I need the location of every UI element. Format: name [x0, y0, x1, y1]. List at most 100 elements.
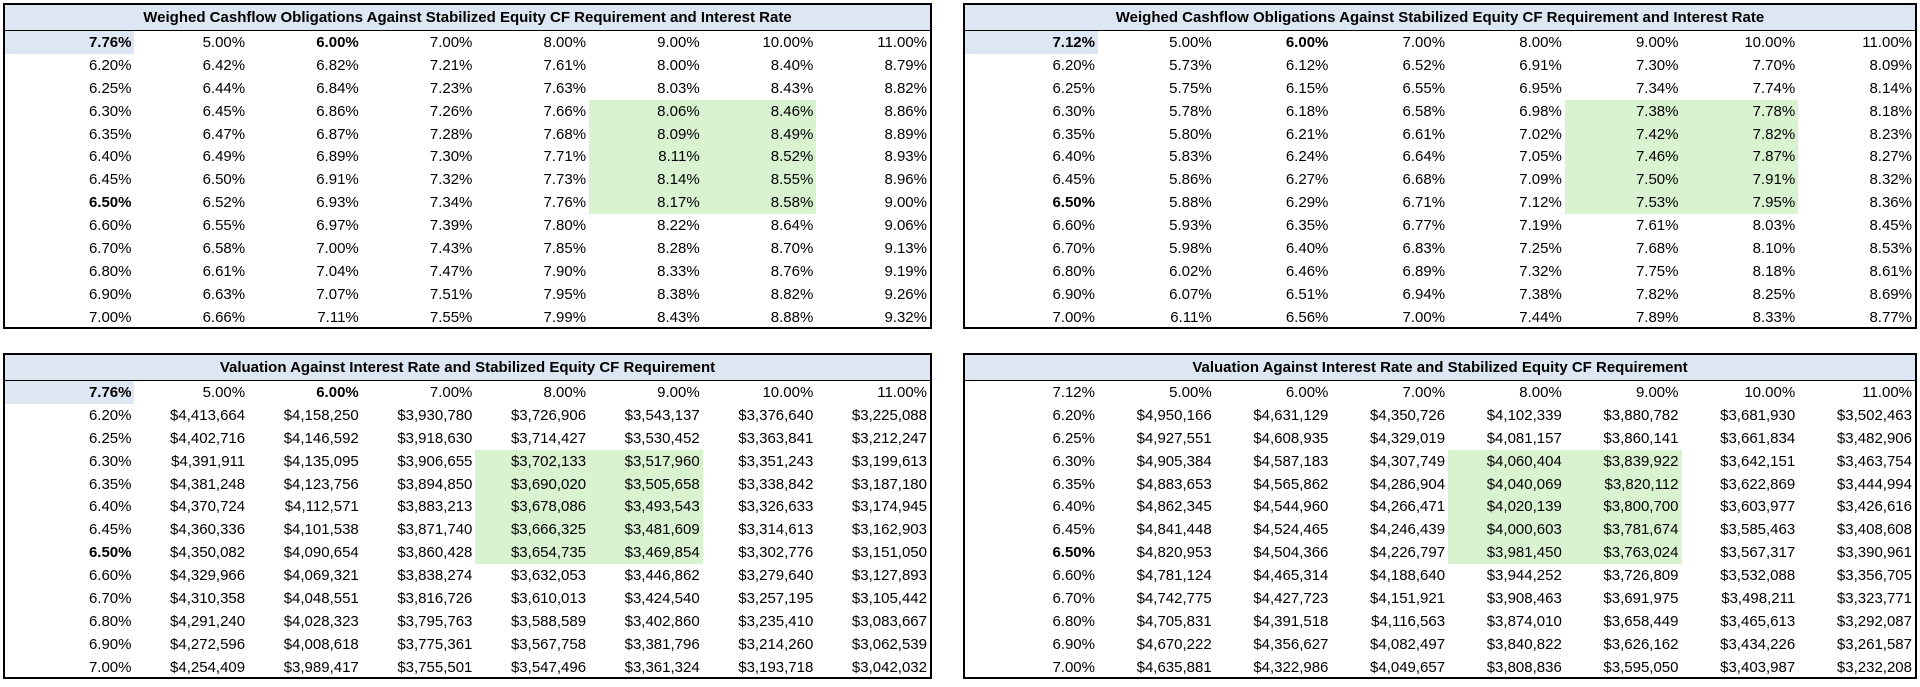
table-cell[interactable]: $3,381,796 [624, 635, 700, 653]
table-cell[interactable]: $3,666,325 [475, 518, 590, 542]
table-cell[interactable]: 7.23% [429, 79, 473, 97]
table-cell[interactable]: 7.32% [1519, 262, 1562, 280]
table-cell[interactable]: $3,547,496 [510, 658, 587, 676]
table-cell[interactable]: $3,187,180 [851, 475, 927, 493]
table-cell[interactable]: $3,105,442 [851, 589, 927, 607]
table-cell[interactable]: $3,502,463 [1836, 406, 1912, 424]
table-cell[interactable]: $3,800,700 [1564, 495, 1682, 519]
table-cell[interactable]: 8.49% [702, 122, 817, 146]
table-cell[interactable]: $3,726,809 [1603, 567, 1679, 585]
table-cell[interactable]: $3,871,740 [397, 521, 473, 539]
corner-value[interactable]: 7.76% [5, 31, 135, 54]
table-cell[interactable]: 8.22% [657, 217, 700, 235]
table-cell[interactable]: $3,469,854 [589, 541, 703, 565]
table-cell[interactable]: $3,530,452 [624, 429, 700, 447]
row-header[interactable]: 6.80% [88, 262, 132, 280]
table-cell[interactable]: $4,272,596 [170, 635, 246, 653]
column-header[interactable]: 5.00% [202, 383, 246, 401]
table-cell[interactable]: $3,603,977 [1720, 498, 1796, 516]
table-cell[interactable]: 6.89% [1402, 262, 1446, 280]
table-cell[interactable]: $4,040,069 [1448, 472, 1565, 496]
table-cell[interactable]: $4,883,653 [1136, 475, 1212, 493]
row-header[interactable]: 6.25% [1052, 79, 1095, 97]
table-cell[interactable]: $3,661,834 [1720, 429, 1796, 447]
table-cell[interactable]: $4,069,321 [283, 567, 359, 585]
table-cell[interactable]: 7.38% [1564, 99, 1682, 123]
table-cell[interactable]: $3,595,050 [1603, 658, 1679, 676]
table-cell[interactable]: $4,307,749 [1370, 452, 1446, 470]
table-cell[interactable]: $4,000,603 [1448, 518, 1565, 542]
column-header[interactable]: 10.00% [762, 33, 814, 51]
table-cell[interactable]: $4,048,551 [283, 589, 359, 607]
table-cell[interactable]: $4,524,465 [1253, 521, 1329, 539]
table-cell[interactable]: $4,028,323 [283, 612, 359, 630]
table-cell[interactable]: 6.40% [1285, 239, 1329, 257]
table-cell[interactable]: $3,225,088 [851, 406, 927, 424]
table-cell[interactable]: 6.29% [1285, 194, 1329, 212]
table-cell[interactable]: $4,705,831 [1136, 612, 1212, 630]
table-cell[interactable]: 8.69% [1869, 285, 1912, 303]
table-cell[interactable]: $4,116,563 [1371, 612, 1446, 630]
corner-value[interactable]: 7.12% [965, 31, 1098, 54]
table-cell[interactable]: $3,517,960 [589, 449, 703, 473]
table-cell[interactable]: 5.73% [1169, 56, 1212, 74]
table-cell[interactable]: $3,626,162 [1603, 635, 1679, 653]
table-cell[interactable]: 8.45% [1869, 217, 1912, 235]
table-cell[interactable]: $4,090,654 [283, 544, 359, 562]
table-cell[interactable]: 7.82% [1635, 285, 1679, 303]
table-cell[interactable]: 7.90% [543, 262, 587, 280]
table-cell[interactable]: 5.75% [1169, 79, 1212, 97]
table-cell[interactable]: $4,226,797 [1370, 544, 1446, 562]
table-cell[interactable]: $4,413,664 [170, 406, 246, 424]
table-cell[interactable]: $4,820,953 [1136, 544, 1212, 562]
table-cell[interactable]: $3,808,836 [1486, 658, 1562, 676]
table-cell[interactable]: $4,135,095 [283, 452, 359, 470]
table-cell[interactable]: 5.83% [1169, 148, 1212, 166]
row-header[interactable]: 6.30% [1052, 102, 1095, 120]
table-cell[interactable]: $4,631,129 [1253, 406, 1329, 424]
table-cell[interactable]: $3,690,020 [475, 472, 590, 496]
column-header[interactable]: 7.00% [1402, 33, 1446, 51]
table-cell[interactable]: 6.02% [1169, 262, 1212, 280]
table-cell[interactable]: $3,199,613 [851, 452, 927, 470]
table-cell[interactable]: $3,463,754 [1836, 452, 1912, 470]
column-header[interactable]: 10.00% [1744, 383, 1796, 401]
row-header[interactable]: 6.45% [1052, 171, 1095, 189]
table-cell[interactable]: 7.80% [543, 217, 587, 235]
table-cell[interactable]: $3,302,776 [738, 544, 814, 562]
table-cell[interactable]: 6.44% [202, 79, 246, 97]
table-cell[interactable]: $3,874,010 [1486, 612, 1562, 630]
column-header[interactable]: 11.00% [1862, 33, 1912, 51]
table-cell[interactable]: 8.38% [657, 285, 700, 303]
row-header[interactable]: 7.00% [88, 308, 132, 326]
column-header[interactable]: 6.00% [316, 33, 359, 51]
table-cell[interactable]: 6.07% [1169, 285, 1212, 303]
table-cell[interactable]: 6.12% [1285, 56, 1329, 74]
table-cell[interactable]: $3,127,893 [851, 567, 927, 585]
table-cell[interactable]: 8.79% [884, 56, 927, 74]
table-cell[interactable]: $3,257,195 [738, 589, 814, 607]
row-header[interactable]: 6.40% [88, 148, 132, 166]
table-cell[interactable]: 6.55% [202, 217, 246, 235]
row-header[interactable]: 6.70% [88, 589, 132, 607]
table-cell[interactable]: $3,232,208 [1836, 658, 1912, 676]
table-cell[interactable]: $4,101,538 [283, 521, 359, 539]
table-cell[interactable]: $4,927,551 [1136, 429, 1212, 447]
table-cell[interactable]: 8.88% [770, 308, 814, 326]
table-cell[interactable]: 8.52% [702, 145, 817, 169]
table-cell[interactable]: 8.23% [1869, 125, 1912, 143]
row-header[interactable]: 6.60% [88, 217, 132, 235]
table-cell[interactable]: 6.89% [316, 148, 359, 166]
table-cell[interactable]: $3,840,822 [1486, 635, 1562, 653]
table-cell[interactable]: 8.93% [884, 148, 927, 166]
table-cell[interactable]: 6.95% [1519, 79, 1562, 97]
row-header[interactable]: 7.00% [88, 658, 132, 676]
table-cell[interactable]: 8.55% [702, 168, 817, 192]
row-header[interactable]: 6.35% [88, 475, 132, 493]
table-cell[interactable]: $3,314,613 [738, 521, 814, 539]
table-cell[interactable]: $3,498,211 [1721, 589, 1796, 607]
table-cell[interactable]: $4,329,019 [1370, 429, 1446, 447]
table-cell[interactable]: $4,950,166 [1136, 406, 1212, 424]
table-cell[interactable]: $4,020,139 [1448, 495, 1565, 519]
column-header[interactable]: 9.00% [657, 383, 700, 401]
